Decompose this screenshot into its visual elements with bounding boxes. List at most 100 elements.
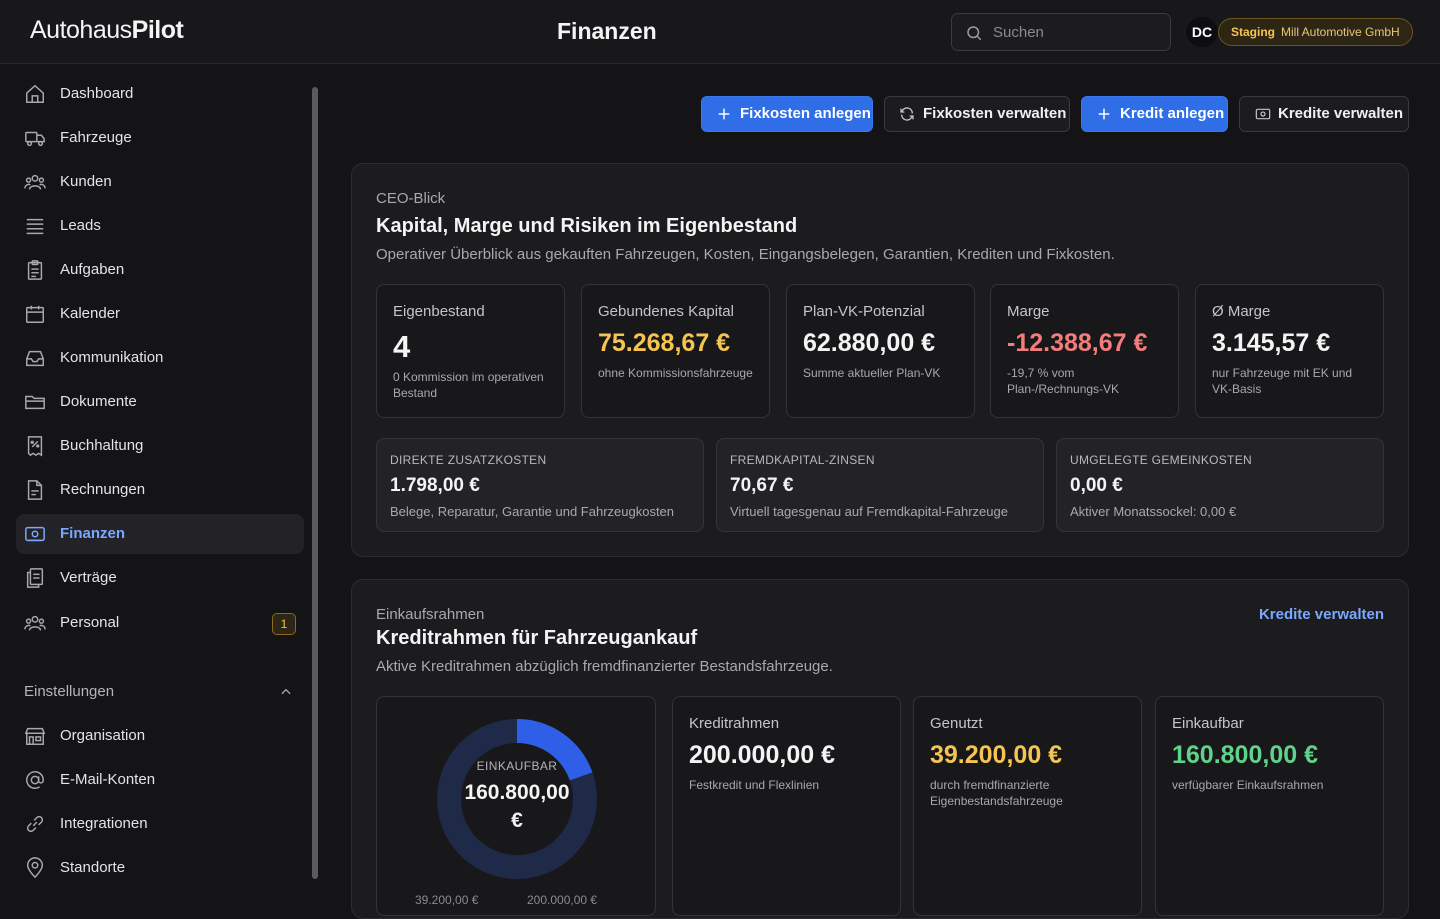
kpi-label: Gebundenes Kapital: [598, 303, 734, 320]
kpi-value: 3.145,57 €: [1212, 329, 1331, 357]
sidebar-item-vertraege[interactable]: Verträge: [16, 558, 304, 598]
sidebar-item-integrationen[interactable]: Integrationen: [16, 804, 304, 844]
sidebar-item-label: Dashboard: [60, 85, 134, 102]
mini-value: 70,67 €: [730, 475, 794, 496]
kpi-subtext: nur Fahrzeuge mit EK und VK-Basis: [1212, 366, 1353, 396]
credit-card-subtext: verfügbarer Einkaufsrahmen: [1172, 778, 1324, 792]
sidebar-item-buchhaltung[interactable]: Buchhaltung: [16, 426, 304, 466]
button-label: Fixkosten verwalten: [923, 105, 1067, 122]
calendar-icon: [26, 305, 44, 323]
settings-section-heading[interactable]: Einstellungen: [24, 683, 115, 700]
manage-credits-button[interactable]: Kredite verwalten: [1239, 96, 1409, 132]
manage-fixed-costs-button[interactable]: Fixkosten verwalten: [884, 96, 1070, 132]
sidebar-item-label: Kalender: [60, 305, 121, 322]
contract-icon: [26, 568, 44, 588]
sidebar-item-personal[interactable]: Personal 1: [16, 603, 304, 643]
notification-badge: 1: [272, 613, 296, 635]
sidebar-item-label: Standorte: [60, 859, 126, 876]
kpi-label: Plan-VK-Potenzial: [803, 303, 925, 320]
manage-credits-link[interactable]: Kredite verwalten: [1258, 606, 1384, 623]
card-eyebrow: Einkaufsrahmen: [376, 606, 485, 623]
logo-text-secondary: Pilot: [131, 16, 184, 44]
mini-subtext: Aktiver Monatssockel: 0,00 €: [1070, 504, 1237, 519]
credit-card-genutzt: Genutzt 39.200,00 € durch fremdfinanzier…: [913, 696, 1142, 916]
button-label: Fixkosten anlegen: [740, 105, 871, 122]
sidebar-item-kalender[interactable]: Kalender: [16, 294, 304, 334]
users-icon: [24, 174, 46, 190]
sidebar-item-label: Fahrzeuge: [60, 129, 132, 146]
credit-card-label: Kreditrahmen: [689, 715, 780, 732]
card-description: Operativer Überblick aus gekauften Fahrz…: [376, 246, 1115, 263]
mini-label: FREMDKAPITAL-ZINSEN: [730, 453, 875, 467]
sidebar-item-fahrzeuge[interactable]: Fahrzeuge: [16, 118, 304, 158]
sidebar-item-dashboard[interactable]: Dashboard: [16, 74, 304, 114]
card-eyebrow: CEO-Blick: [376, 190, 446, 207]
truck-icon: [25, 131, 45, 147]
donut-used-arc: [516, 719, 593, 781]
sidebar-item-rechnungen[interactable]: Rechnungen: [16, 470, 304, 510]
kpi-label: Eigenbestand: [393, 303, 485, 320]
sidebar-scrollbar[interactable]: [312, 87, 318, 879]
donut-legend-used: 39.200,00 €: [415, 893, 479, 907]
building-icon: [24, 727, 46, 745]
sidebar-item-finanzen[interactable]: Finanzen: [16, 514, 304, 554]
button-label: Kredite verwalten: [1278, 105, 1404, 122]
sidebar-item-standorte[interactable]: Standorte: [16, 848, 304, 888]
add-credit-button[interactable]: Kredit anlegen: [1081, 96, 1228, 132]
sidebar-item-label: Finanzen: [60, 525, 126, 542]
kpi-eigenbestand: Eigenbestand 4 0 Kommission im operative…: [376, 284, 565, 418]
mini-subtext: Belege, Reparatur, Garantie und Fahrzeug…: [390, 504, 675, 519]
kpi-subtext: 0 Kommission im operativen Bestand: [393, 370, 544, 400]
clipboard-icon: [27, 260, 43, 280]
kpi-marge: Marge -12.388,67 € -19,7 % vom Plan-/Rec…: [990, 284, 1179, 418]
credit-card-value: 200.000,00 €: [689, 741, 835, 769]
sidebar-item-kommunikation[interactable]: Kommunikation: [16, 338, 304, 378]
kpi-value: 75.268,67 €: [598, 329, 731, 357]
credit-card-subtext: durch fremdfinanzierte Eigenbestandsfahr…: [930, 778, 1063, 808]
chevron-up-icon[interactable]: [279, 685, 293, 699]
sidebar-item-kunden[interactable]: Kunden: [16, 162, 304, 202]
plus-icon: [718, 108, 730, 120]
refresh-icon: [900, 107, 914, 121]
banknote-icon: [1255, 108, 1271, 120]
sidebar-item-label: Kunden: [60, 173, 112, 190]
environment-badge[interactable]: Staging Mill Automotive GmbH: [1218, 18, 1413, 46]
sidebar-item-label: Verträge: [60, 569, 117, 586]
sidebar-item-organisation[interactable]: Organisation: [16, 716, 304, 756]
kpi-avg-marge: Ø Marge 3.145,57 € nur Fahrzeuge mit EK …: [1195, 284, 1384, 418]
organization-name: Mill Automotive GmbH: [1281, 25, 1400, 39]
credit-card-value: 39.200,00 €: [930, 741, 1063, 769]
kpi-subtext: Summe aktueller Plan-VK: [803, 366, 941, 380]
search-input[interactable]: Suchen: [951, 13, 1171, 51]
sidebar-item-label: Dokumente: [60, 393, 137, 410]
sidebar-item-leads[interactable]: Leads: [16, 206, 304, 246]
sidebar-item-label: Organisation: [60, 727, 146, 744]
page-title: Finanzen: [557, 18, 657, 44]
credit-card-value: 160.800,00 €: [1172, 741, 1318, 769]
sidebar-item-label: Rechnungen: [60, 481, 146, 498]
sidebar-item-label: Integrationen: [60, 815, 148, 832]
add-fixed-costs-button[interactable]: Fixkosten anlegen: [701, 96, 873, 132]
app-logo[interactable]: AutohausPilot: [30, 16, 184, 45]
sidebar-item-email-konten[interactable]: E-Mail-Konten: [16, 760, 304, 800]
top-bar: AutohausPilot Finanzen Suchen DC Staging…: [0, 0, 1440, 64]
card-title: Kreditrahmen für Fahrzeugankauf: [376, 627, 698, 649]
sidebar-item-aufgaben[interactable]: Aufgaben: [16, 250, 304, 290]
banknote-icon: [25, 526, 45, 542]
kpi-label: Marge: [1007, 303, 1050, 320]
kpi-gebundenes-kapital: Gebundenes Kapital 75.268,67 € ohne Komm…: [581, 284, 770, 418]
credit-donut-panel: EINKAUFBAR 160.800,00 € 39.200,00 € 200.…: [376, 696, 656, 916]
kpi-value: 4: [393, 329, 411, 364]
file-icon: [27, 480, 43, 500]
list-icon: [26, 218, 44, 235]
avatar[interactable]: DC: [1186, 17, 1218, 47]
card-description: Aktive Kreditrahmen abzüglich fremdfinan…: [376, 658, 833, 675]
button-label: Kredit anlegen: [1120, 105, 1225, 122]
home-icon: [26, 84, 44, 103]
map-pin-icon: [26, 857, 44, 879]
credit-card-einkaufbar: Einkaufbar 160.800,00 € verfügbarer Eink…: [1155, 696, 1384, 916]
sidebar-item-dokumente[interactable]: Dokumente: [16, 382, 304, 422]
mini-label: DIREKTE ZUSATZKOSTEN: [390, 453, 547, 467]
mini-umgelegte-gemeinkosten: UMGELEGTE GEMEINKOSTEN 0,00 € Aktiver Mo…: [1056, 438, 1384, 532]
environment-tag: Staging: [1231, 25, 1275, 39]
